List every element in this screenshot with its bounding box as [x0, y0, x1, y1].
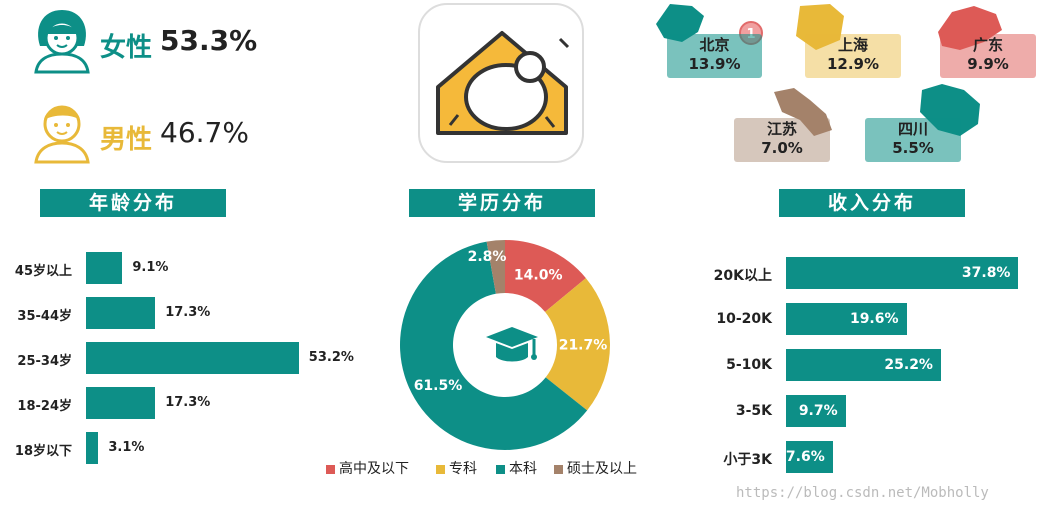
income-category-label: 5-10K	[726, 357, 772, 373]
donut-value-label: 61.5%	[414, 378, 463, 394]
donut-slice	[400, 241, 588, 450]
income-category-label: 小于3K	[723, 452, 772, 468]
income-bar: 25.2%	[786, 349, 941, 381]
donut-slice	[545, 278, 610, 411]
income-value-label: 19.6%	[849, 311, 899, 327]
education-legend: 高中及以下 专科 本科 硕士及以上	[326, 458, 666, 478]
female-value: 53.3%	[160, 24, 258, 57]
region-name: 江苏	[766, 120, 797, 138]
region-guangdong: 广东 9.9%	[940, 34, 1036, 78]
income-value-label: 25.2%	[884, 357, 933, 373]
legend-item: 硕士及以上	[554, 458, 637, 478]
age-category-label: 18-24岁	[17, 399, 72, 414]
male-icon	[34, 105, 90, 164]
graduation-cap-icon	[486, 327, 538, 362]
legend-label: 本科	[509, 461, 537, 477]
age-bar-chart: 45岁以上 9.1% 35-44岁 17.3% 25-34岁 53.2% 18-24岁 17.…	[0, 250, 380, 470]
region-name: 四川	[897, 120, 928, 138]
donut-slice	[505, 240, 586, 312]
income-value-label: 7.6%	[785, 449, 825, 465]
region-value: 13.9%	[688, 55, 741, 73]
age-value-label: 9.1%	[132, 260, 169, 275]
age-value-label: 3.1%	[108, 440, 145, 455]
region-name: 上海	[837, 36, 868, 54]
donut-value-label: 21.7%	[559, 337, 608, 353]
region-beijing: 北京 13.9%	[667, 34, 762, 78]
male-label: 男性	[100, 125, 153, 155]
age-category-label: 35-44岁	[17, 309, 72, 324]
age-category-label: 25-34岁	[17, 354, 72, 369]
female-label: 女性	[100, 33, 153, 63]
legend-swatch	[554, 464, 563, 474]
income-chart-title: 收入分布	[779, 189, 965, 217]
shanghai-map-icon	[796, 4, 844, 50]
region-shanghai: 上海 12.9%	[805, 34, 901, 78]
legend-item: 本科	[496, 458, 537, 478]
age-chart-title: 年龄分布	[40, 189, 226, 217]
age-value-label: 17.3%	[165, 395, 211, 410]
age-bar	[86, 252, 123, 284]
income-category-label: 20K以上	[713, 268, 772, 284]
region-jiangsu: 江苏 7.0%	[734, 118, 830, 162]
region-value: 7.0%	[761, 139, 803, 157]
app-logo-icon	[418, 3, 584, 163]
legend-item: 专科	[436, 458, 477, 478]
age-bar	[86, 297, 156, 329]
income-bar: 37.8%	[786, 257, 1019, 289]
donut-slice	[486, 240, 505, 294]
income-category-label: 10-20K	[716, 311, 772, 327]
income-bar-chart: 20K以上 37.8% 10-20K 19.6% 5-10K 25.2% 3-5K 9.7% 小…	[690, 250, 1040, 480]
income-value-label: 9.7%	[798, 403, 838, 419]
watermark: https://blog.csdn.net/Mobholly	[736, 485, 989, 501]
age-value-label: 53.2%	[308, 350, 354, 365]
age-bar	[86, 387, 156, 419]
age-bar	[86, 342, 299, 374]
region-name: 北京	[699, 36, 730, 54]
legend-label: 高中及以下	[339, 461, 409, 477]
female-icon	[34, 10, 90, 74]
legend-item: 高中及以下	[326, 458, 409, 478]
legend-swatch	[436, 464, 445, 474]
donut-value-label: 2.8%	[468, 249, 507, 265]
income-bar: 9.7%	[786, 395, 846, 427]
male-value: 46.7%	[160, 116, 249, 149]
education-donut-chart: 14.0% 21.7% 61.5% 2.8%	[400, 240, 610, 450]
legend-label: 专科	[449, 461, 477, 477]
region-value: 9.9%	[967, 55, 1009, 73]
beijing-map-icon	[656, 4, 704, 42]
region-value: 5.5%	[892, 139, 934, 157]
region-name: 广东	[972, 36, 1003, 54]
income-value-label: 37.8%	[961, 265, 1011, 281]
income-bar: 7.6%	[786, 441, 833, 473]
region-sichuan: 四川 5.5%	[865, 118, 961, 162]
region-value: 12.9%	[826, 55, 880, 73]
income-bar: 19.6%	[786, 303, 907, 335]
age-category-label: 45岁以上	[14, 264, 72, 279]
jiangsu-map-icon	[774, 88, 832, 136]
education-chart-title: 学历分布	[409, 189, 595, 217]
donut-value-label: 14.0%	[514, 267, 563, 283]
legend-label: 硕士及以上	[567, 461, 637, 477]
age-bar	[86, 432, 99, 464]
legend-swatch	[326, 464, 335, 474]
income-category-label: 3-5K	[735, 403, 772, 419]
age-value-label: 17.3%	[165, 305, 211, 320]
legend-swatch	[496, 464, 505, 474]
age-category-label: 18岁以下	[14, 444, 72, 459]
